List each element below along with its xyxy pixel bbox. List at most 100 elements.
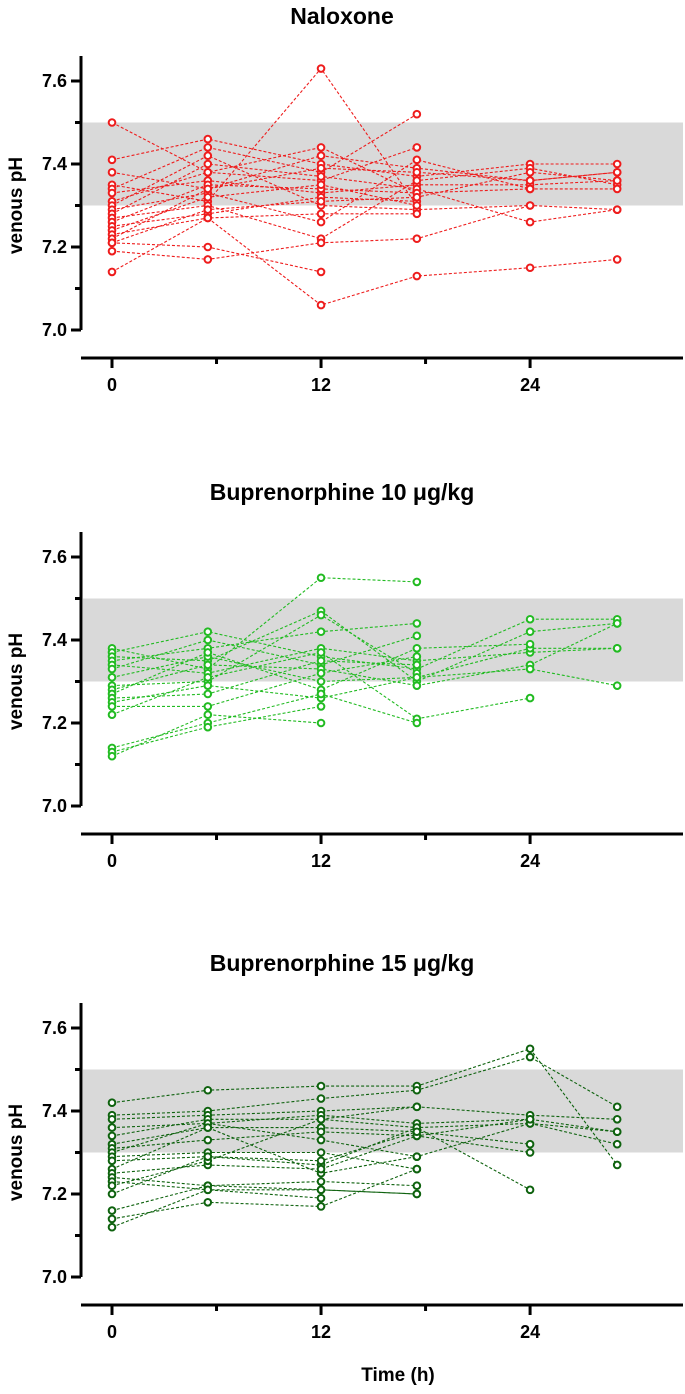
data-point [612, 1115, 622, 1124]
data-point [412, 1181, 422, 1190]
series-line [111, 705, 322, 753]
data-point [203, 168, 213, 177]
data-point [316, 610, 326, 620]
data-point [316, 1094, 326, 1103]
data-point [612, 1139, 622, 1149]
data-point [316, 163, 326, 173]
data-point [316, 217, 326, 227]
y-axis-label: venous pH [6, 1104, 27, 1201]
series-line [111, 67, 418, 206]
data-point [316, 267, 326, 277]
data-point [412, 192, 422, 202]
data-point [107, 1189, 117, 1199]
data-point [525, 1185, 535, 1195]
data-point [316, 300, 326, 310]
data-point [203, 255, 213, 264]
data-point [612, 681, 622, 690]
data-point [203, 1152, 213, 1161]
data-point [316, 172, 326, 181]
series-line [111, 1127, 417, 1174]
data-point [612, 1127, 622, 1137]
y-tick-label: 7.2 [42, 237, 67, 257]
data-point [412, 1189, 422, 1199]
series-line [111, 647, 618, 683]
data-point [203, 1123, 213, 1132]
series-11 [107, 1123, 422, 1178]
data-point [203, 627, 213, 637]
data-point [316, 1185, 326, 1195]
data-point [525, 639, 535, 649]
data-point [316, 197, 326, 206]
data-point [316, 718, 326, 728]
data-point [203, 1135, 213, 1145]
x-tick-label: 12 [311, 851, 331, 871]
data-point [525, 614, 535, 624]
data-point [412, 271, 422, 281]
data-point [412, 660, 422, 670]
data-point [412, 234, 422, 243]
series-line [111, 693, 418, 749]
series-line [111, 635, 418, 670]
data-point [525, 168, 535, 177]
data-point [316, 1148, 326, 1157]
data-point [203, 635, 213, 645]
series-line [111, 213, 417, 236]
data-point [203, 205, 213, 214]
data-point [525, 184, 535, 194]
data-point [316, 143, 326, 152]
data-point [316, 1127, 326, 1137]
y-tick-label: 7.6 [42, 547, 67, 567]
y-tick-label: 7.2 [42, 1184, 67, 1204]
series-14 [107, 180, 422, 235]
series-line [111, 610, 618, 683]
data-point [203, 673, 213, 682]
series-line [111, 171, 618, 244]
y-tick-label: 7.4 [42, 630, 67, 650]
y-axis-label: venous pH [6, 633, 27, 730]
data-point [525, 693, 535, 703]
series-19 [107, 201, 535, 264]
series-20 [107, 213, 622, 310]
data-point [316, 656, 326, 666]
series-line [112, 656, 417, 707]
data-point [412, 109, 422, 119]
chart-title: Naloxone [290, 3, 394, 29]
data-point [316, 1193, 326, 1203]
x-tick-label: 12 [311, 375, 331, 395]
data-point [203, 689, 213, 699]
data-point [107, 1206, 117, 1215]
data-point [525, 217, 535, 227]
data-point [412, 209, 422, 219]
data-point [107, 1181, 117, 1190]
data-point [525, 263, 535, 273]
panel-2: Buprenorphine 10 μg/kg 7.0 7.2 7.4 7.6 venous… [6, 479, 683, 871]
data-point [107, 1214, 117, 1224]
y-axis-label: venous pH [6, 157, 27, 254]
data-point [203, 242, 213, 252]
data-point [412, 168, 422, 177]
series-line [111, 1168, 418, 1220]
y-tick-label: 7.4 [42, 1101, 67, 1121]
series-line [111, 1118, 618, 1145]
series-line [111, 184, 618, 223]
data-point [107, 664, 117, 674]
series-line [111, 1185, 417, 1212]
data-point [612, 159, 622, 169]
data-point [203, 159, 213, 169]
series-17 [107, 710, 326, 761]
data-point [107, 751, 117, 761]
series-line [111, 163, 618, 223]
series-line [111, 614, 418, 687]
data-point [412, 143, 422, 152]
series-line [111, 113, 418, 190]
data-point [316, 180, 326, 190]
data-point [412, 652, 422, 661]
data-point [412, 577, 422, 587]
data-point [203, 710, 213, 720]
data-point [412, 1127, 422, 1137]
data-point [412, 155, 422, 165]
data-point [316, 668, 326, 678]
series-17 [107, 168, 622, 248]
y-tick-label: 7.2 [42, 713, 67, 733]
